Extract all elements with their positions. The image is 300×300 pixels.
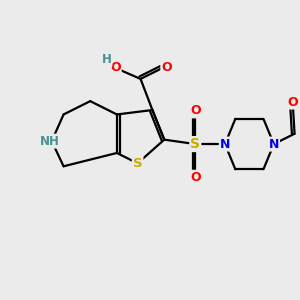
Text: O: O: [190, 171, 201, 184]
Text: O: O: [161, 61, 172, 74]
Text: S: S: [190, 137, 200, 151]
Text: NH: NH: [40, 135, 60, 148]
Text: O: O: [110, 61, 121, 74]
Text: N: N: [220, 138, 230, 151]
Text: O: O: [288, 95, 298, 109]
Text: N: N: [268, 138, 279, 151]
Text: H: H: [102, 53, 112, 66]
Text: O: O: [190, 104, 201, 117]
Text: S: S: [133, 157, 142, 170]
